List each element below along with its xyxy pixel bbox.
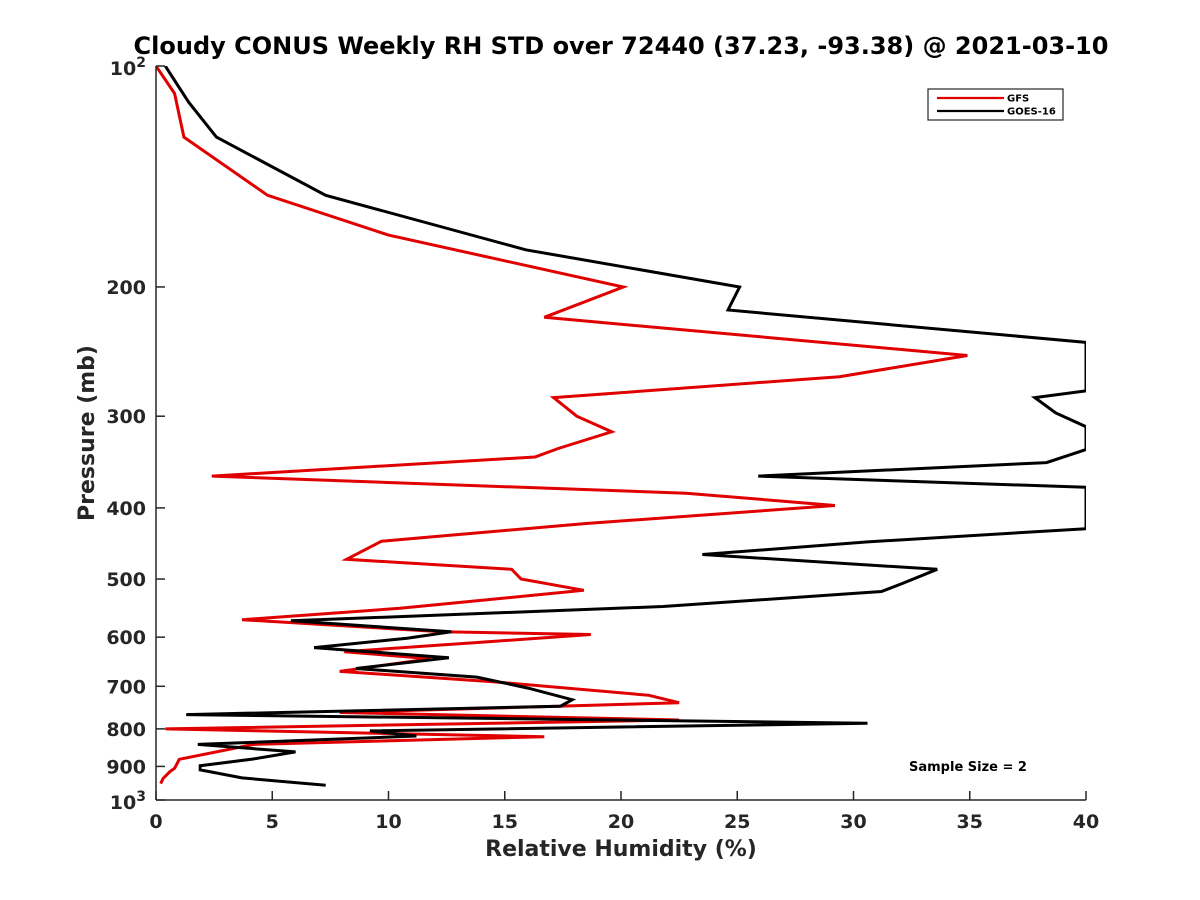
- y-tick-label: 400: [106, 498, 146, 520]
- y-tick-label: 102: [110, 55, 146, 80]
- x-tick-label: 30: [840, 811, 866, 833]
- y-tick-label: 600: [106, 627, 146, 649]
- x-tick-label: 20: [608, 811, 634, 833]
- legend-label-gfs: GFS: [1007, 94, 1029, 105]
- legend-label-goes16: GOES-16: [1007, 107, 1056, 118]
- y-tick-label: 200: [106, 277, 146, 299]
- y-tick-label: 900: [106, 756, 146, 778]
- y-tick-label: 103: [110, 789, 146, 814]
- legend-box: [927, 88, 1064, 121]
- y-ticks: 102 200 300 400 500 600 700 800 900 103: [106, 55, 165, 814]
- x-ticks: 0 5 10 15 20 25 30 35 40: [149, 791, 1099, 833]
- x-axis-label: Relative Humidity (%): [485, 837, 757, 862]
- legend: GFS GOES-16: [927, 88, 1064, 121]
- chart-title: Cloudy CONUS Weekly RH STD over 72440 (3…: [134, 32, 1109, 60]
- series-line-goes16: [164, 66, 1086, 787]
- series-line-gfs: [156, 66, 968, 785]
- y-axis-label: Pressure (mb): [75, 345, 100, 521]
- x-tick-label: 15: [492, 811, 518, 833]
- x-tick-label: 5: [266, 811, 279, 833]
- series-layer: [156, 66, 1086, 787]
- plot-area: [156, 66, 1086, 800]
- y-tick-label: 500: [106, 569, 146, 591]
- x-tick-label: 25: [724, 811, 750, 833]
- x-tick-label: 35: [957, 811, 983, 833]
- x-tick-label: 10: [375, 811, 401, 833]
- y-tick-label: 700: [106, 676, 146, 698]
- y-tick-label: 800: [106, 719, 146, 741]
- y-tick-label: 300: [106, 406, 146, 428]
- x-tick-label: 40: [1073, 811, 1099, 833]
- x-tick-label: 0: [149, 811, 162, 833]
- sample-size-annotation: Sample Size = 2: [909, 760, 1027, 775]
